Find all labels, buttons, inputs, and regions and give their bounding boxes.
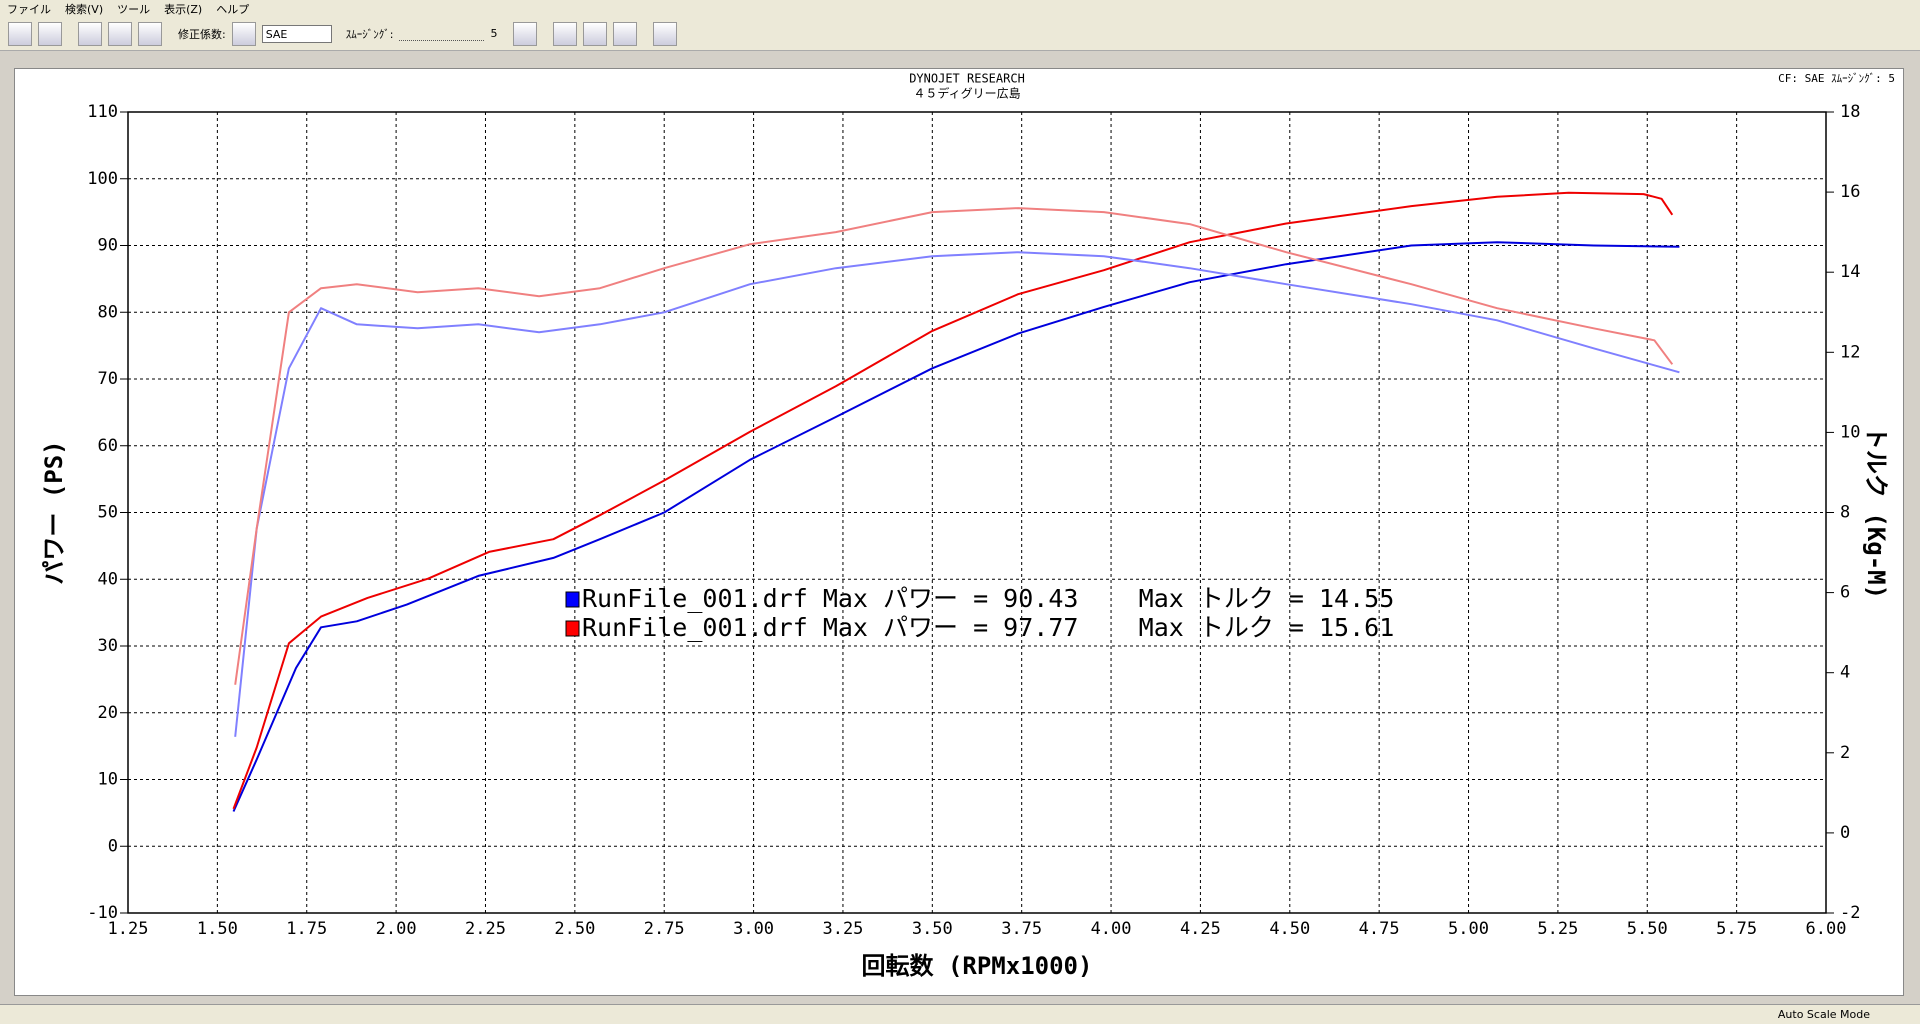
- x-tick-label: 3.50: [912, 919, 953, 939]
- y-tick-label: -10: [87, 903, 118, 923]
- y2-axis-label: トルク (Kg-M): [1862, 426, 1890, 599]
- y-tick-label: 110: [87, 102, 118, 122]
- corner-note: CF: SAE ｽﾑｰｼﾞﾝｸﾞ: 5: [1778, 72, 1895, 85]
- legend-entry: RunFile_001.drf Max パワー = 97.77 Max トルク …: [582, 613, 1394, 642]
- x-tick-label: 3.00: [733, 919, 774, 939]
- y-tick-label: 0: [108, 836, 118, 856]
- data-line: [234, 251, 1680, 737]
- x-axis-label: 回転数 (RPMx1000): [862, 952, 1093, 980]
- y-tick-label: 60: [98, 436, 118, 456]
- y2-tick-label: 2: [1840, 743, 1850, 763]
- x-tick-label: 3.75: [1001, 919, 1042, 939]
- correction-select[interactable]: SAE: [261, 24, 332, 43]
- menu-item[interactable]: ファイル: [7, 3, 51, 16]
- y-tick-label: 40: [98, 569, 118, 589]
- x-tick-label: 3.25: [822, 919, 863, 939]
- chart-subtitle: ４５ディグリー広島: [913, 86, 1020, 101]
- smoothing-label: ｽﾑｰｼﾞﾝｸﾞ:: [345, 27, 394, 41]
- data-line: [234, 207, 1674, 685]
- menu-item[interactable]: 検索(V): [65, 3, 104, 16]
- x-tick-label: 4.25: [1180, 919, 1221, 939]
- x-tick-label: 2.75: [644, 919, 685, 939]
- x-tick-label: 1.75: [286, 919, 327, 939]
- y-tick-label: 10: [98, 770, 118, 790]
- x-tick-label: 4.75: [1359, 919, 1400, 939]
- status-text: Auto Scale Mode: [1777, 1008, 1870, 1021]
- tool-button[interactable]: [613, 21, 638, 46]
- y-tick-label: 30: [98, 636, 118, 656]
- data-line: [232, 191, 1674, 810]
- x-tick-label: 2.50: [554, 919, 595, 939]
- y2-tick-label: 14: [1840, 262, 1860, 282]
- smoothing-slider[interactable]: [399, 26, 485, 41]
- smoothing-value: 5: [490, 27, 498, 40]
- y2-tick-label: 8: [1840, 503, 1850, 523]
- x-tick-label: 5.00: [1448, 919, 1489, 939]
- y2-tick-label: -2: [1840, 903, 1860, 923]
- tool-button[interactable]: [138, 21, 162, 46]
- tool-button[interactable]: [231, 21, 256, 46]
- y2-tick-label: 4: [1840, 663, 1850, 683]
- graph-window: DYNOJET RESEARCH ４５ディグリー広島 CF: SAE ｽﾑｰｼﾞﾝｸ…: [14, 68, 1904, 996]
- x-tick-label: 2.25: [465, 919, 506, 939]
- y2-tick-label: 6: [1840, 583, 1850, 603]
- x-tick-label: 2.00: [376, 919, 417, 939]
- x-tick-label: 5.50: [1627, 919, 1668, 939]
- x-tick-label: 4.00: [1091, 919, 1132, 939]
- y2-tick-label: 12: [1840, 342, 1860, 362]
- y-tick-label: 50: [98, 503, 118, 523]
- menu-item[interactable]: ヘルプ: [216, 3, 250, 16]
- x-tick-label: 5.75: [1716, 919, 1757, 939]
- y2-tick-label: 0: [1840, 823, 1850, 843]
- tool-button[interactable]: [8, 21, 32, 46]
- chart-title: DYNOJET RESEARCH: [909, 72, 1025, 86]
- tool-button[interactable]: [653, 21, 678, 46]
- y2-tick-label: 10: [1840, 422, 1860, 442]
- x-tick-label: 1.25: [108, 919, 149, 939]
- tool-button[interactable]: [38, 21, 62, 46]
- menu-bar: ファイル 検索(V) ツール 表示(Z) ヘルプ: [0, 0, 1920, 17]
- tool-button[interactable]: [513, 21, 538, 46]
- menu-item[interactable]: ツール: [117, 3, 151, 16]
- menu-item[interactable]: 表示(Z): [164, 3, 203, 16]
- y2-tick-label: 16: [1840, 182, 1860, 202]
- legend-entry: RunFile_001.drf Max パワー = 90.43 Max トルク …: [582, 584, 1394, 613]
- x-tick-label: 6.00: [1806, 919, 1847, 939]
- legend-swatch: [565, 620, 580, 637]
- legend-swatch: [565, 591, 580, 608]
- tool-button[interactable]: [553, 21, 578, 46]
- toolbar: 修正係数: SAE ｽﾑｰｼﾞﾝｸﾞ: 5: [0, 17, 1920, 51]
- plot-border: [127, 111, 1827, 914]
- x-tick-label: 5.25: [1537, 919, 1578, 939]
- status-bar: Auto Scale Mode: [0, 1004, 1920, 1024]
- data-line: [232, 241, 1680, 812]
- tool-button[interactable]: [583, 21, 608, 46]
- y2-tick-label: 18: [1840, 102, 1860, 122]
- correction-label: 修正係数:: [178, 27, 226, 41]
- y-tick-label: 20: [98, 703, 118, 723]
- y-tick-label: 90: [98, 236, 118, 256]
- x-tick-label: 4.50: [1269, 919, 1310, 939]
- y-tick-label: 70: [98, 369, 118, 389]
- tool-button[interactable]: [78, 21, 102, 46]
- tool-button[interactable]: [108, 21, 132, 46]
- x-tick-label: 1.50: [197, 919, 238, 939]
- y-tick-label: 100: [87, 169, 118, 189]
- y-tick-label: 80: [98, 302, 118, 322]
- y-axis-label: パワー (PS): [40, 440, 68, 584]
